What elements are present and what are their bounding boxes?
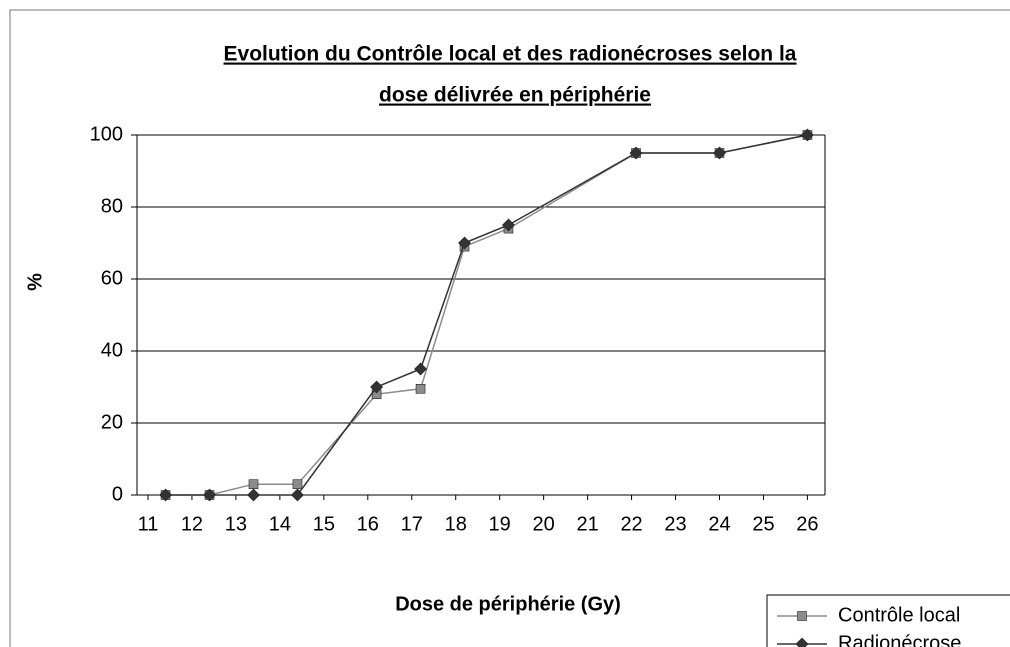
legend-label: Contrôle local: [838, 604, 960, 626]
x-tick-label: 24: [708, 513, 730, 535]
point: [795, 637, 809, 647]
y-tick-label: 20: [101, 411, 123, 433]
point: [502, 218, 515, 232]
y-tick-label: 40: [101, 339, 123, 361]
x-tick-label: 19: [489, 513, 511, 535]
x-tick-label: 18: [445, 513, 467, 535]
x-tick-label: 16: [357, 513, 379, 535]
x-tick-label: 13: [225, 513, 247, 535]
legend-label: Radionécrose: [838, 632, 961, 647]
x-tick-label: 20: [533, 513, 555, 535]
point: [291, 488, 304, 502]
legend-box: [766, 594, 1010, 647]
point: [370, 380, 384, 394]
point: [713, 146, 726, 160]
point: [414, 362, 427, 376]
x-tick-label: 26: [796, 513, 818, 535]
series-line: [165, 134, 808, 496]
x-tick-label: 11: [138, 513, 159, 535]
x-tick-label: 17: [401, 513, 423, 535]
series-line: [165, 134, 808, 496]
chart-title: Evolution du Contrôle local et des radio…: [224, 43, 797, 66]
y-tick-label: 60: [101, 267, 123, 289]
point: [159, 488, 172, 502]
chart-title: dose délivrée en périphérie: [379, 84, 651, 107]
point: [800, 128, 814, 142]
x-tick-label: 22: [620, 513, 642, 535]
y-tick-label: 100: [90, 123, 123, 145]
x-tick-label: 25: [752, 513, 774, 535]
point: [415, 383, 426, 394]
point: [203, 488, 216, 502]
point: [248, 479, 259, 490]
point: [292, 479, 303, 490]
x-tick-label: 12: [181, 513, 203, 535]
point: [797, 611, 807, 621]
x-tick-label: 15: [313, 513, 335, 535]
y-axis-label: %: [24, 273, 46, 291]
x-tick-label: 23: [664, 513, 686, 535]
y-tick-label: 80: [101, 195, 123, 217]
point: [247, 488, 260, 502]
point: [458, 236, 471, 250]
y-tick-label: 0: [112, 483, 123, 505]
x-tick-label: 21: [576, 513, 598, 535]
x-tick-label: 14: [269, 513, 291, 535]
point: [629, 146, 643, 160]
x-axis-label: Dose de périphérie (Gy): [395, 593, 621, 615]
chart-frame: [9, 9, 1010, 647]
